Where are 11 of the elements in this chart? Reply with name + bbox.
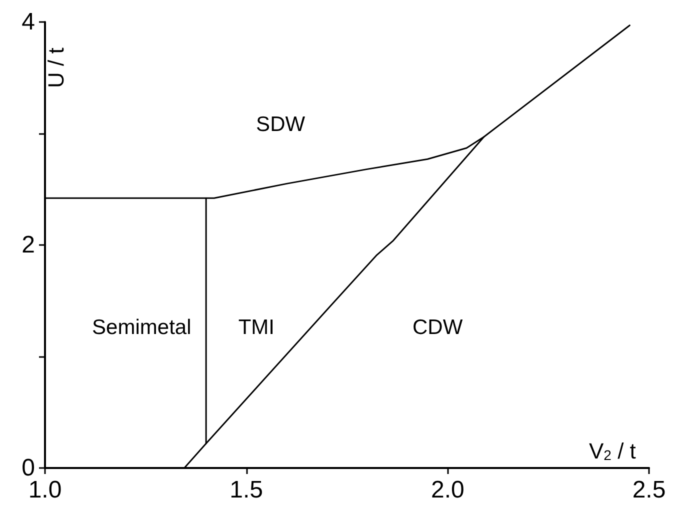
annotation: SDW — [256, 113, 306, 136]
x-axis-title: V2 / t — [589, 438, 636, 464]
x-tick-label: 2.0 — [430, 476, 464, 504]
y-axis-title: U / t — [44, 48, 68, 88]
y-tick-label: 4 — [22, 8, 35, 36]
annotation: TMI — [238, 316, 274, 340]
x-tick-label: 2.5 — [632, 476, 666, 504]
y-tick-label: 2 — [22, 232, 35, 258]
annotation: Semimetal — [92, 316, 192, 340]
annotation: CDW — [412, 316, 463, 340]
x-tick-label: 1.5 — [230, 476, 264, 504]
